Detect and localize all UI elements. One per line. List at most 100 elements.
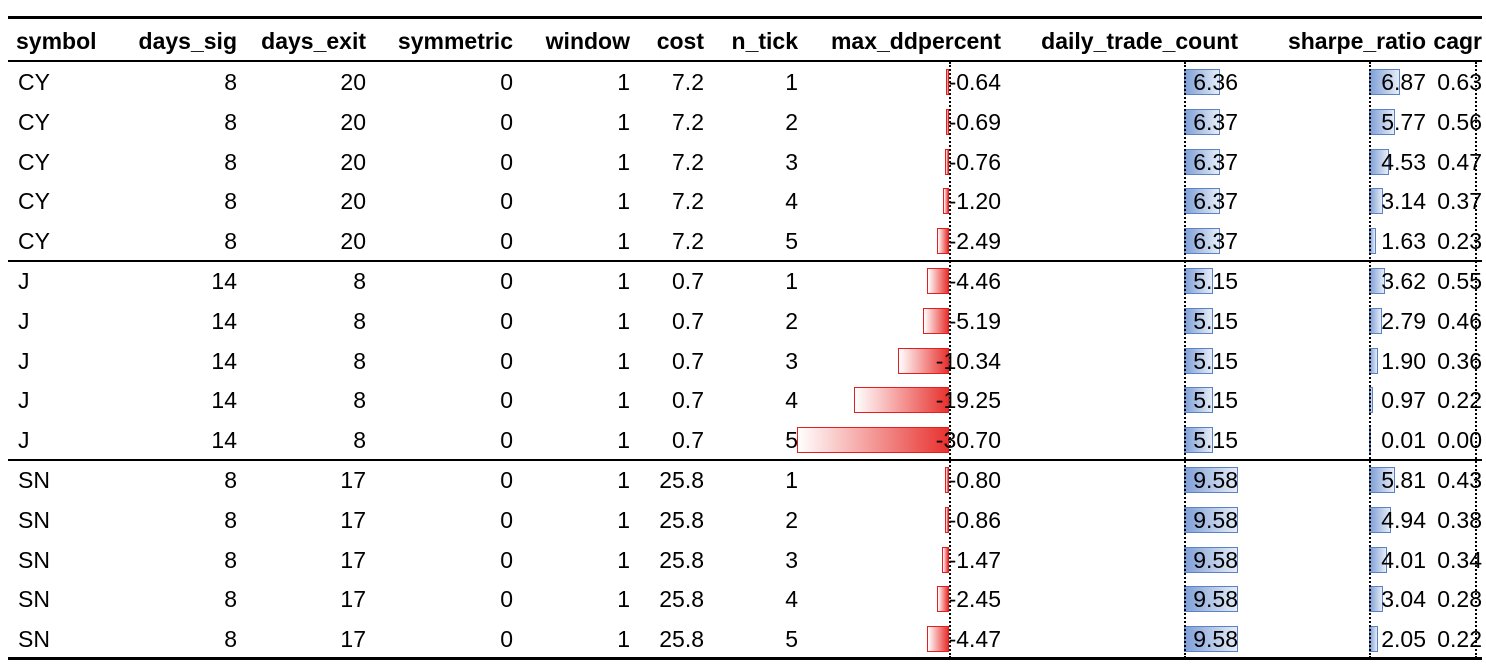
cell-symbol: J — [18, 427, 30, 454]
cell-symmetric: 0 — [500, 626, 513, 653]
cell-n-tick: 4 — [785, 586, 798, 613]
cell-window: 1 — [617, 506, 630, 533]
cell-days-exit: 20 — [340, 148, 366, 175]
cell-cagr: 0.55 — [1437, 268, 1482, 294]
cell-days-sig: 14 — [211, 387, 237, 414]
cell-days-sig: 8 — [224, 586, 237, 613]
cell-n-tick: 5 — [785, 228, 798, 255]
cell-cagr: 0.56 — [1437, 108, 1482, 135]
cell-sharpe-ratio: 3.14 — [1381, 188, 1426, 215]
cell-symbol: CY — [18, 188, 50, 215]
cell-symmetric: 0 — [500, 546, 513, 573]
max-ddpercent-bar — [943, 188, 949, 215]
cell-sharpe-ratio: 3.04 — [1381, 586, 1426, 613]
cell-sharpe-ratio: 2.05 — [1381, 626, 1426, 653]
cell-cost: 0.7 — [672, 347, 704, 374]
cell-sharpe-ratio: 3.62 — [1381, 268, 1426, 294]
cell-daily-trade-count: 6.36 — [1193, 69, 1238, 95]
cell-daily-trade-count: 6.37 — [1193, 108, 1238, 135]
cell-cagr: 0.63 — [1437, 69, 1482, 95]
sharpe-ratio-bar — [1369, 69, 1400, 95]
cell-window: 1 — [617, 108, 630, 135]
cell-window: 1 — [617, 148, 630, 175]
cell-max-ddpercent: -1.47 — [948, 546, 1001, 573]
cell-window: 1 — [617, 188, 630, 215]
cell-symmetric: 0 — [500, 268, 513, 294]
cell-cost: 7.2 — [672, 108, 704, 135]
sharpe-axis — [1369, 62, 1371, 658]
cell-days-sig: 8 — [224, 188, 237, 215]
cell-sharpe-ratio: 1.90 — [1381, 347, 1426, 374]
cell-n-tick: 4 — [785, 387, 798, 414]
cell-days-sig: 8 — [224, 148, 237, 175]
cell-cost: 25.8 — [659, 546, 704, 573]
cell-days-sig: 8 — [224, 626, 237, 653]
header-daily-trade-count: daily_trade_count — [1041, 28, 1238, 54]
cell-symmetric: 0 — [500, 188, 513, 215]
header-n-tick: n_tick — [731, 28, 798, 54]
cell-n-tick: 4 — [785, 188, 798, 215]
cell-cagr: 0.36 — [1437, 347, 1482, 374]
max-ddpercent-bar — [797, 427, 949, 454]
header-days-sig: days_sig — [138, 28, 237, 54]
cell-cagr: 0.37 — [1437, 188, 1482, 215]
cell-days-sig: 8 — [224, 546, 237, 573]
max-ddpercent-bar — [945, 69, 949, 95]
cell-days-exit: 8 — [353, 268, 366, 294]
cell-days-exit: 20 — [340, 69, 366, 95]
cell-daily-trade-count: 6.37 — [1193, 188, 1238, 215]
header-cagr: cagr — [1433, 28, 1482, 54]
cell-max-ddpercent: -2.49 — [948, 228, 1001, 255]
cell-window: 1 — [617, 347, 630, 374]
cell-cagr: 0.47 — [1437, 148, 1482, 175]
cell-cagr: 0.34 — [1437, 546, 1482, 573]
cell-window: 1 — [617, 427, 630, 454]
table-row: J 14 8 0 1 0.7 2 -5.19 5.15 2.79 0.46 — [8, 301, 1482, 341]
cell-n-tick: 5 — [785, 427, 798, 454]
cell-max-ddpercent: -1.20 — [948, 188, 1001, 215]
cell-days-exit: 20 — [340, 108, 366, 135]
trade-count-axis — [1184, 62, 1186, 658]
max-ddpercent-bar — [936, 586, 949, 613]
cell-symmetric: 0 — [500, 108, 513, 135]
cell-symbol: J — [18, 387, 30, 414]
cell-sharpe-ratio: 5.77 — [1381, 108, 1426, 135]
cell-daily-trade-count: 9.58 — [1193, 626, 1238, 653]
cell-window: 1 — [617, 387, 630, 414]
cell-days-exit: 8 — [353, 427, 366, 454]
cell-cost: 7.2 — [672, 228, 704, 255]
cell-n-tick: 3 — [785, 347, 798, 374]
max-ddpercent-bar — [926, 626, 949, 653]
cell-daily-trade-count: 9.58 — [1193, 586, 1238, 613]
header-symbol: symbol — [16, 28, 97, 54]
table-row: J 14 8 0 1 0.7 1 -4.46 5.15 3.62 0.55 — [8, 261, 1482, 301]
daily-trade-count-bar — [1184, 268, 1214, 294]
cell-sharpe-ratio: 0.01 — [1381, 427, 1426, 454]
cell-days-exit: 17 — [340, 586, 366, 613]
cell-symbol: SN — [18, 586, 50, 613]
cell-symbol: J — [18, 268, 30, 294]
cell-cost: 7.2 — [672, 148, 704, 175]
cell-n-tick: 3 — [785, 546, 798, 573]
table-row: SN 8 17 0 1 25.8 3 -1.47 9.58 4.01 0.34 — [8, 540, 1482, 580]
cell-n-tick: 3 — [785, 148, 798, 175]
cell-n-tick: 1 — [785, 268, 798, 294]
cell-days-exit: 17 — [340, 626, 366, 653]
cell-daily-trade-count: 6.37 — [1193, 228, 1238, 255]
cell-daily-trade-count: 9.58 — [1193, 467, 1238, 493]
cell-cost: 0.7 — [672, 268, 704, 294]
cell-symmetric: 0 — [500, 69, 513, 95]
cell-symbol: J — [18, 307, 30, 334]
cell-max-ddpercent: -0.69 — [948, 108, 1001, 135]
cell-window: 1 — [617, 228, 630, 255]
cell-sharpe-ratio: 1.63 — [1381, 228, 1426, 255]
cell-cost: 0.7 — [672, 307, 704, 334]
cell-daily-trade-count: 9.58 — [1193, 546, 1238, 573]
cell-symbol: SN — [18, 506, 50, 533]
daily-trade-count-bar — [1184, 307, 1214, 334]
daily-trade-count-bar — [1184, 467, 1238, 493]
cell-cost: 7.2 — [672, 69, 704, 95]
cell-max-ddpercent: -0.80 — [948, 467, 1001, 493]
cell-symmetric: 0 — [500, 347, 513, 374]
cell-daily-trade-count: 5.15 — [1193, 387, 1238, 414]
